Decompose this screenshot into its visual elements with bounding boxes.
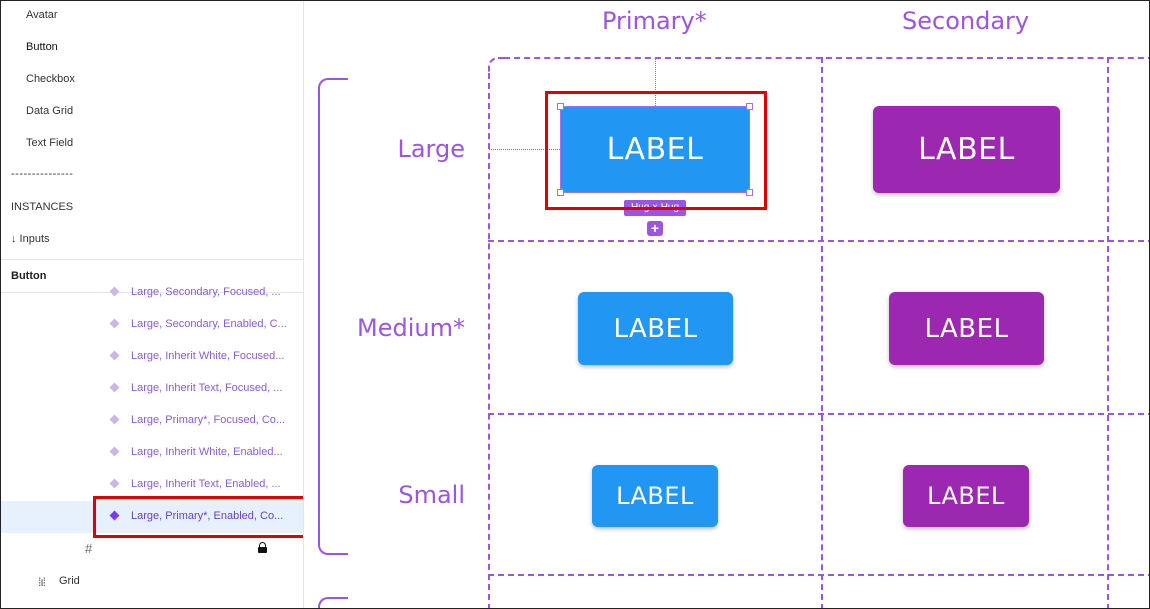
plus-icon[interactable]: + (647, 221, 663, 236)
button-medium-primary[interactable]: LABEL (578, 292, 733, 365)
layer-item[interactable]: Large, Secondary, Enabled, C... (1, 309, 303, 341)
variant-grid-line (1107, 57, 1109, 608)
layer-item-label: Large, Primary*, Focused, Co... (131, 414, 286, 426)
spacing-guide (489, 149, 560, 150)
layer-item-label: Large, Inherit White, Enabled... (131, 446, 283, 458)
layer-item-label: Large, Secondary, Enabled, C... (131, 318, 287, 330)
spacing-guide (655, 58, 656, 106)
layer-item-grid[interactable]: Grid (59, 575, 80, 587)
page-item-avatar[interactable]: Avatar (26, 9, 58, 21)
variant-grid-line (488, 240, 1149, 242)
layer-item[interactable]: Large, Inherit Text, Focused, ... (1, 373, 303, 405)
page-separator[interactable]: --------------- (11, 168, 74, 180)
grid-frame-icon: ⁞ı⁞ (38, 575, 46, 589)
variant-grid-line (488, 413, 1149, 415)
variant-grid-line (504, 57, 1149, 59)
button-large-primary[interactable]: LABEL (561, 107, 749, 192)
component-instance-icon (109, 350, 120, 361)
lock-icon[interactable] (258, 542, 267, 553)
layer-item[interactable]: Large, Inherit White, Focused... (1, 341, 303, 373)
row-header-medium: Medium* (357, 314, 465, 342)
resize-handle-top-right[interactable] (746, 103, 753, 110)
variant-property-bracket (318, 597, 348, 608)
component-instance-icon (109, 414, 120, 425)
layer-item-label: Large, Inherit White, Focused... (131, 350, 285, 362)
resize-handle-top-left[interactable] (557, 103, 564, 110)
button-large-secondary[interactable]: LABEL (873, 106, 1060, 193)
layer-item[interactable]: Large, Inherit Text, Enabled, ... (1, 469, 303, 501)
page-item-button[interactable]: Button (26, 41, 58, 53)
layer-item-label: Large, Inherit Text, Enabled, ... (131, 478, 281, 490)
resize-handle-bottom-right[interactable] (746, 189, 753, 196)
button-small-primary[interactable]: LABEL (592, 465, 718, 527)
page-item-instances[interactable]: INSTANCES (11, 201, 74, 213)
variant-grid-corner (488, 57, 504, 73)
layer-item-label: Large, Inherit Text, Focused, ... (131, 382, 283, 394)
layer-item[interactable]: Large, Inherit White, Enabled... (1, 437, 303, 469)
layer-item-label: Large, Secondary, Focused, ... (131, 286, 281, 298)
row-header-large: Large (397, 135, 465, 163)
page-item-checkbox[interactable]: Checkbox (26, 73, 75, 85)
selection-frame (560, 106, 750, 193)
panel-divider (1, 259, 303, 260)
component-instance-icon (109, 478, 120, 489)
component-instance-icon (109, 318, 120, 329)
layers-panel: Avatar Button Checkbox Data Grid Text Fi… (1, 1, 304, 608)
variant-grid-line (821, 57, 823, 608)
layer-item-selected[interactable]: Large, Primary*, Enabled, Co... (1, 501, 303, 533)
layers-section-title: Button (11, 270, 47, 282)
layer-item[interactable]: Large, Secondary, Focused, ... (1, 277, 303, 309)
button-small-secondary[interactable]: LABEL (903, 465, 1029, 527)
layer-item[interactable]: Large, Primary*, Focused, Co... (1, 405, 303, 437)
page-item-inputs[interactable]: ↓ Inputs (11, 233, 50, 245)
grid-layout-icon: # (85, 541, 93, 556)
highlight-box (93, 496, 303, 538)
component-instance-icon (109, 446, 120, 457)
component-instance-icon (109, 286, 120, 297)
layer-item-label: Large, Primary*, Enabled, Co... (131, 510, 284, 522)
design-canvas[interactable]: Primary* Secondary Large Medium* Small L… (305, 1, 1149, 608)
panel-divider (1, 292, 303, 293)
variant-property-bracket (318, 78, 348, 555)
button-medium-secondary[interactable]: LABEL (889, 292, 1044, 365)
row-header-small: Small (398, 481, 465, 509)
column-header-secondary: Secondary (902, 7, 1030, 35)
column-header-primary: Primary* (602, 7, 707, 35)
highlight-box (545, 91, 767, 210)
variant-grid-line (488, 574, 1149, 576)
resize-handle-bottom-left[interactable] (557, 189, 564, 196)
page-item-data-grid[interactable]: Data Grid (26, 105, 74, 117)
page-item-text-field[interactable]: Text Field (26, 137, 74, 149)
component-instance-icon (109, 382, 120, 393)
variant-grid-line (488, 73, 490, 608)
